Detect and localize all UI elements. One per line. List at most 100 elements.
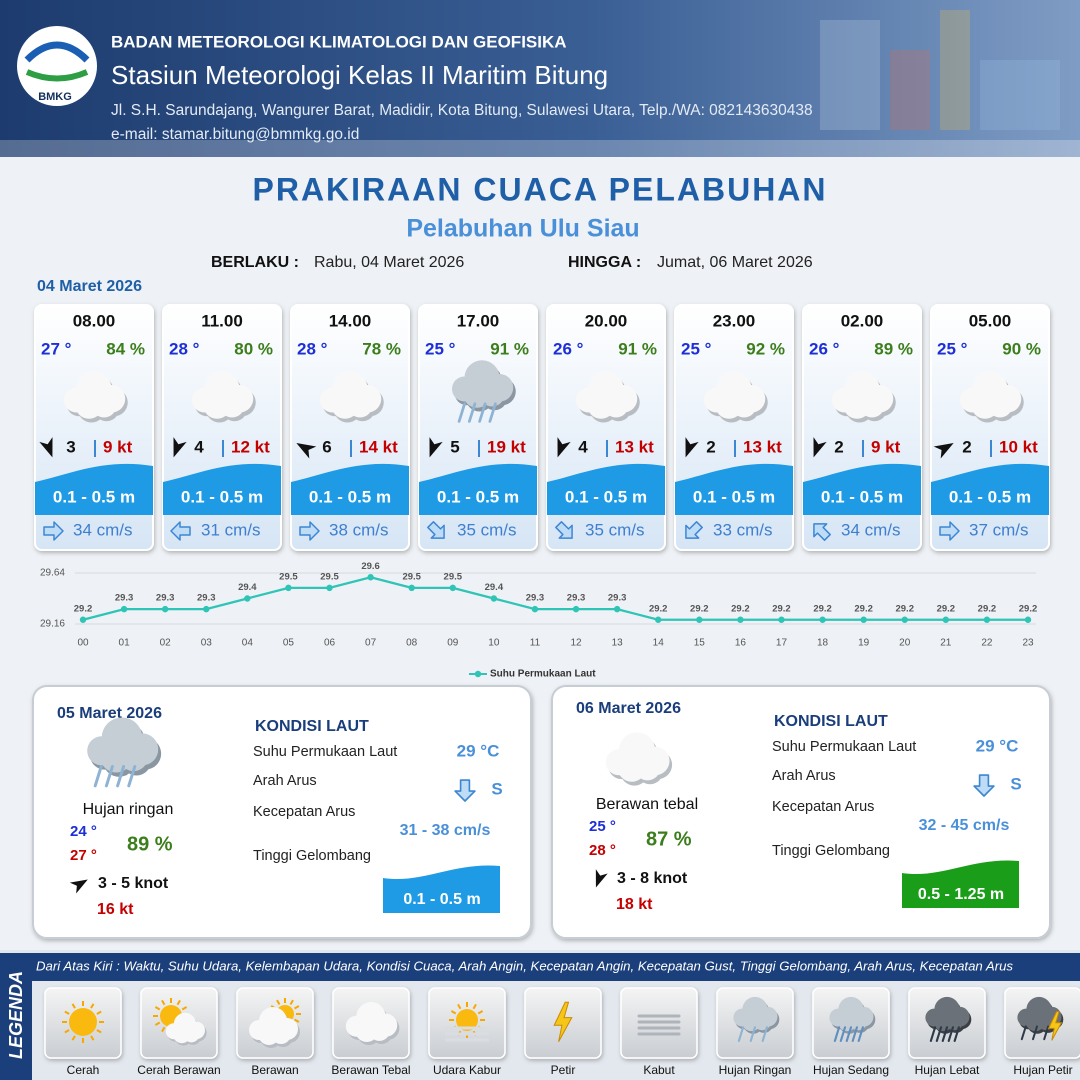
cloud bbox=[347, 392, 373, 418]
current-speed: 34 cm/s bbox=[841, 520, 901, 539]
wave-height: 0.1 - 0.5 m bbox=[821, 487, 903, 506]
sea-label: Arah Arus bbox=[772, 768, 836, 784]
data-label: 29.2 bbox=[978, 603, 997, 614]
current-speed: 37 cm/s bbox=[969, 520, 1029, 539]
legend-item-label: Hujan Ringan bbox=[719, 1063, 792, 1077]
weather-icon bbox=[345, 1002, 400, 1046]
cloud bbox=[849, 1012, 868, 1031]
wave-height: 0.1 - 0.5 m bbox=[949, 487, 1031, 506]
rain-drop bbox=[1020, 1025, 1027, 1041]
legend-label: Suhu Permukaan Laut bbox=[490, 669, 596, 680]
rain-drop bbox=[839, 1026, 847, 1042]
sea-label: Kecepatan Arus bbox=[772, 799, 874, 815]
rain-drop bbox=[116, 765, 126, 788]
weather-icon bbox=[320, 371, 384, 423]
y-tick-label: 29.64 bbox=[40, 568, 65, 579]
wave-height: 0.5 - 1.25 m bbox=[918, 886, 1004, 903]
humidity: 87 % bbox=[646, 828, 692, 850]
wind-direction bbox=[557, 437, 571, 458]
sun-ray bbox=[71, 1035, 76, 1041]
current-speed: 31 cm/s bbox=[201, 520, 261, 539]
wave bbox=[675, 463, 793, 515]
lightning bbox=[553, 1001, 573, 1043]
x-tick-label: 06 bbox=[324, 638, 336, 649]
x-tick-label: 16 bbox=[735, 638, 747, 649]
data-label: 29.2 bbox=[731, 603, 750, 614]
weather-icon bbox=[87, 717, 162, 777]
sea-temp: 29 °C bbox=[976, 736, 1019, 755]
current-speed: 35 cm/s bbox=[585, 520, 645, 539]
rain-drop bbox=[941, 1026, 949, 1042]
weather-icon bbox=[192, 371, 256, 423]
wind-range: 3 - 5 knot bbox=[98, 875, 169, 892]
outlook-date: 05 Maret 2026 bbox=[57, 705, 162, 722]
sst-point bbox=[408, 584, 415, 592]
sst-point bbox=[367, 574, 374, 581]
cloud bbox=[91, 392, 117, 418]
time: 11.00 bbox=[201, 311, 243, 330]
wave bbox=[419, 463, 537, 515]
logo-mark bbox=[24, 41, 90, 63]
data-label: 29.2 bbox=[937, 603, 956, 614]
outlook-date: 06 Maret 2026 bbox=[576, 700, 681, 717]
gust-speed: 9 kt bbox=[871, 437, 901, 456]
x-tick-label: 18 bbox=[817, 638, 829, 649]
wind-direction bbox=[69, 879, 88, 894]
logo-text: BMKG bbox=[38, 91, 72, 103]
wave bbox=[291, 463, 409, 515]
wind-direction bbox=[173, 437, 187, 458]
sun-ray bbox=[294, 1005, 300, 1010]
time: 17.00 bbox=[457, 311, 500, 330]
sun-ray bbox=[90, 1003, 95, 1009]
weather-icon bbox=[733, 996, 780, 1034]
rain-drop bbox=[488, 402, 497, 423]
sst-point bbox=[79, 616, 87, 623]
legend-item-label: Berawan Tebal bbox=[331, 1063, 410, 1077]
current-direction bbox=[555, 521, 573, 539]
data-label: 29.2 bbox=[895, 603, 914, 614]
current-direction bbox=[685, 521, 703, 539]
wind-direction bbox=[595, 869, 608, 888]
wave bbox=[163, 463, 281, 515]
wind-speed: 3 bbox=[66, 437, 75, 456]
humidity: 91 % bbox=[618, 339, 657, 358]
x-tick-label: 13 bbox=[612, 638, 624, 649]
sea-label: Suhu Permukaan Laut bbox=[772, 739, 916, 755]
legend-item-label: Berawan bbox=[251, 1063, 298, 1077]
sst-point bbox=[860, 616, 867, 623]
x-tick-label: 04 bbox=[242, 638, 254, 649]
sst-point bbox=[244, 595, 251, 602]
weather-icon bbox=[960, 371, 1024, 423]
sea-title: KONDISI LAUT bbox=[774, 713, 888, 730]
data-label: 29.5 bbox=[444, 571, 463, 582]
title: PRAKIRAAN CUACA PELABUHAN bbox=[252, 171, 827, 207]
legend-item-label: Hujan Lebat bbox=[915, 1063, 980, 1077]
time: 05.00 bbox=[969, 311, 1012, 330]
sun-ray bbox=[181, 1006, 188, 1011]
header-band bbox=[0, 0, 1080, 157]
sst-point bbox=[942, 616, 950, 623]
rain-drop bbox=[1032, 1025, 1038, 1041]
x-tick-label: 05 bbox=[283, 638, 295, 649]
data-label: 29.3 bbox=[608, 593, 627, 604]
x-tick-label: 08 bbox=[406, 638, 418, 649]
address: Jl. S.H. Sarundajang, Wangurer Barat, Ma… bbox=[111, 102, 813, 119]
data-label: 29.2 bbox=[1019, 603, 1038, 614]
station-name: Stasiun Meteorologi Kelas II Maritim Bit… bbox=[111, 60, 608, 90]
valid-from-label: BERLAKU : bbox=[211, 254, 299, 271]
legend-item-label: Petir bbox=[551, 1063, 576, 1077]
cloud bbox=[368, 1019, 390, 1041]
wind-range: 3 - 8 knot bbox=[617, 870, 688, 887]
x-tick-label: 22 bbox=[981, 638, 993, 649]
wave bbox=[35, 463, 153, 515]
rain-drop bbox=[857, 1026, 864, 1042]
cloud bbox=[731, 392, 757, 418]
sun-ray bbox=[96, 1029, 102, 1034]
rain-drop bbox=[104, 765, 114, 788]
wind-direction bbox=[933, 443, 954, 459]
wave-height: 0.1 - 0.5 m bbox=[437, 487, 519, 506]
sun-ray bbox=[161, 1026, 166, 1033]
time: 20.00 bbox=[585, 311, 628, 330]
gust: 16 kt bbox=[97, 901, 134, 918]
current-direction bbox=[299, 521, 320, 541]
